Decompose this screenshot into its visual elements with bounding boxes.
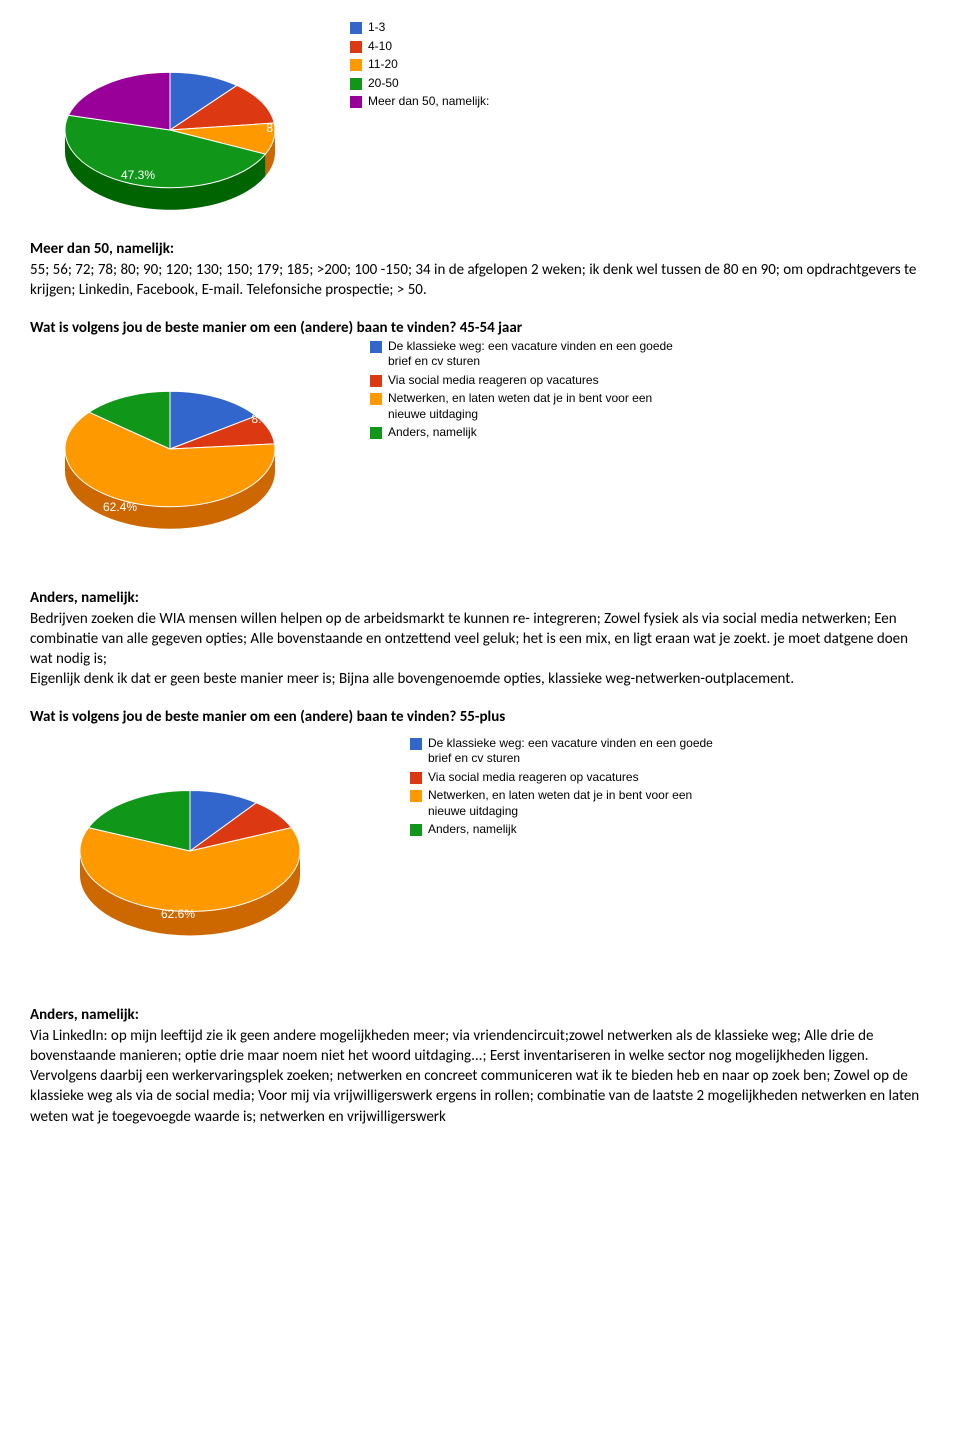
- legend-text: 1-3: [368, 20, 385, 36]
- legend-item: Anders, namelijk: [370, 425, 688, 441]
- legend-swatch: [370, 341, 382, 353]
- legend-text: Netwerken, en laten weten dat je in bent…: [388, 391, 688, 422]
- section-title-2: Anders, namelijk:: [30, 589, 930, 607]
- legend-swatch: [350, 96, 362, 108]
- legend-swatch: [370, 393, 382, 405]
- legend-item: Anders, namelijk: [410, 822, 728, 838]
- heading-2: Wat is volgens jou de beste manier om ee…: [30, 319, 930, 337]
- chart-1-row: 11% 12.1% 8.8% 47.3% 20.9% 1-3 4-10 11-20 20-50…: [30, 20, 930, 220]
- section-title-3: Anders, namelijk:: [30, 1006, 930, 1024]
- legend-text: De klassieke weg: een vacature vinden en…: [428, 736, 728, 767]
- heading-3: Wat is volgens jou de beste manier om ee…: [30, 708, 930, 726]
- legend-item: 4-10: [350, 39, 489, 55]
- legend-swatch: [350, 59, 362, 71]
- legend-item: Via social media reageren op vacatures: [410, 770, 728, 786]
- body-text-3: Via LinkedIn: op mijn leeftijd zie ik ge…: [30, 1026, 930, 1127]
- pie-slice-label: 8.8%: [266, 121, 293, 135]
- chart-2-row: 15.3% 8.3% 62.4% 14% De klassieke weg: een …: [30, 339, 930, 569]
- legend-text: Anders, namelijk: [388, 425, 477, 441]
- pie-slice-label: 8.4%: [268, 797, 295, 811]
- body-text-2: Bedrijven zoeken die WIA mensen willen h…: [30, 609, 930, 690]
- legend-text: Via social media reageren op vacatures: [428, 770, 639, 786]
- legend-swatch: [350, 78, 362, 90]
- body-text-1: 55; 56; 72; 78; 80; 90; 120; 130; 150; 1…: [30, 260, 930, 301]
- legend-item: 1-3: [350, 20, 489, 36]
- legend-text: De klassieke weg: een vacature vinden en…: [388, 339, 688, 370]
- legend-text: Meer dan 50, namelijk:: [368, 94, 489, 110]
- pie-slice-label: 14%: [90, 372, 114, 386]
- legend-swatch: [410, 790, 422, 802]
- legend-swatch: [370, 375, 382, 387]
- pie-slice-label: 12.1%: [253, 81, 287, 95]
- legend-swatch: [410, 738, 422, 750]
- legend-swatch: [370, 427, 382, 439]
- legend-text: Netwerken, en laten weten dat je in bent…: [428, 788, 728, 819]
- pie-slice-label: 47.3%: [121, 168, 155, 182]
- legend-text: 4-10: [368, 39, 392, 55]
- legend-text: Via social media reageren op vacatures: [388, 373, 599, 389]
- pie-slice-label: 18.7%: [91, 769, 125, 783]
- legend-item: De klassieke weg: een vacature vinden en…: [370, 339, 688, 370]
- legend-item: Meer dan 50, namelijk:: [350, 94, 489, 110]
- legend-item: Netwerken, en laten weten dat je in bent…: [410, 788, 728, 819]
- pie-chart-2: 15.3% 8.3% 62.4% 14%: [30, 339, 330, 569]
- pie-slice-label: 8.3%: [251, 412, 278, 426]
- chart-3-row: 10.3% 8.4% 62.6% 18.7% De klassieke weg: ee…: [30, 736, 930, 986]
- pie-chart-3: 10.3% 8.4% 62.6% 18.7%: [30, 736, 370, 986]
- pie-slice-label: 62.4%: [103, 500, 137, 514]
- pie-slice-label: 11%: [198, 41, 221, 55]
- legend-1: 1-3 4-10 11-20 20-50 Meer dan 50, namelijk:: [350, 20, 489, 113]
- legend-swatch: [350, 22, 362, 34]
- pie-slice-label: 15.3%: [203, 372, 237, 386]
- legend-item: Via social media reageren op vacatures: [370, 373, 688, 389]
- legend-3: De klassieke weg: een vacature vinden en…: [410, 736, 728, 842]
- legend-text: 20-50: [368, 76, 399, 92]
- pie-chart-1: 11% 12.1% 8.8% 47.3% 20.9%: [30, 20, 310, 220]
- pie-slice-label: 10.3%: [215, 764, 249, 778]
- legend-swatch: [350, 41, 362, 53]
- legend-2: De klassieke weg: een vacature vinden en…: [370, 339, 688, 445]
- pie-slice-label: 20.9%: [69, 68, 103, 82]
- legend-text: Anders, namelijk: [428, 822, 517, 838]
- legend-swatch: [410, 772, 422, 784]
- legend-swatch: [410, 824, 422, 836]
- legend-item: De klassieke weg: een vacature vinden en…: [410, 736, 728, 767]
- legend-text: 11-20: [368, 57, 398, 73]
- section-title-1: Meer dan 50, namelijk:: [30, 240, 930, 258]
- legend-item: Netwerken, en laten weten dat je in bent…: [370, 391, 688, 422]
- pie-slice-label: 62.6%: [161, 907, 195, 921]
- legend-item: 20-50: [350, 76, 489, 92]
- legend-item: 11-20: [350, 57, 489, 73]
